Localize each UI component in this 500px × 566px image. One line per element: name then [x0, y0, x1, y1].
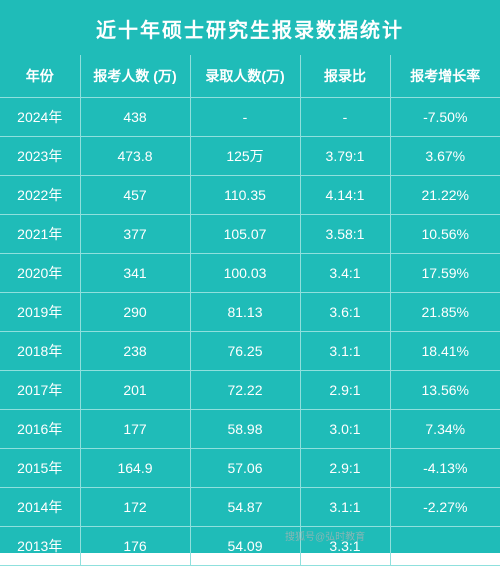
- cell-ratio: -: [300, 98, 390, 137]
- cell-applicants: 290: [80, 293, 190, 332]
- header-accepted: 录取人数(万): [190, 55, 300, 98]
- table-row: 2015年164.957.062.9:1-4.13%: [0, 449, 500, 488]
- cell-year: 2019年: [0, 293, 80, 332]
- cell-growth: -2.27%: [390, 488, 500, 527]
- table-row: 2017年20172.222.9:113.56%: [0, 371, 500, 410]
- table-row: 2016年17758.983.0:17.34%: [0, 410, 500, 449]
- cell-year: 2022年: [0, 176, 80, 215]
- cell-growth: -4.13%: [390, 449, 500, 488]
- cell-accepted: -: [190, 98, 300, 137]
- cell-growth: 3.67%: [390, 137, 500, 176]
- cell-accepted: 58.98: [190, 410, 300, 449]
- cell-year: 2018年: [0, 332, 80, 371]
- cell-ratio: 3.58:1: [300, 215, 390, 254]
- cell-year: 2013年: [0, 527, 80, 566]
- table-body: 2024年438---7.50%2023年473.8125万3.79:13.67…: [0, 98, 500, 566]
- cell-applicants: 377: [80, 215, 190, 254]
- cell-ratio: 4.14:1: [300, 176, 390, 215]
- cell-accepted: 54.87: [190, 488, 300, 527]
- cell-applicants: 164.9: [80, 449, 190, 488]
- cell-applicants: 238: [80, 332, 190, 371]
- table-row: 2024年438---7.50%: [0, 98, 500, 137]
- cell-accepted: 72.22: [190, 371, 300, 410]
- cell-ratio: 2.9:1: [300, 371, 390, 410]
- cell-ratio: 3.6:1: [300, 293, 390, 332]
- header-growth: 报考增长率: [390, 55, 500, 98]
- cell-accepted: 125万: [190, 137, 300, 176]
- cell-applicants: 438: [80, 98, 190, 137]
- cell-ratio: 2.9:1: [300, 449, 390, 488]
- cell-year: 2014年: [0, 488, 80, 527]
- cell-growth: 10.56%: [390, 215, 500, 254]
- cell-year: 2021年: [0, 215, 80, 254]
- cell-applicants: 201: [80, 371, 190, 410]
- stats-table: 年份 报考人数 (万) 录取人数(万) 报录比 报考增长率 2024年438--…: [0, 55, 500, 566]
- cell-accepted: 57.06: [190, 449, 300, 488]
- cell-year: 2017年: [0, 371, 80, 410]
- cell-ratio: 3.3:1: [300, 527, 390, 566]
- cell-ratio: 3.4:1: [300, 254, 390, 293]
- cell-growth: 21.85%: [390, 293, 500, 332]
- cell-applicants: 172: [80, 488, 190, 527]
- cell-applicants: 341: [80, 254, 190, 293]
- header-year: 年份: [0, 55, 80, 98]
- cell-growth: 13.56%: [390, 371, 500, 410]
- header-row: 年份 报考人数 (万) 录取人数(万) 报录比 报考增长率: [0, 55, 500, 98]
- table-header: 年份 报考人数 (万) 录取人数(万) 报录比 报考增长率: [0, 55, 500, 98]
- cell-accepted: 105.07: [190, 215, 300, 254]
- cell-year: 2023年: [0, 137, 80, 176]
- table-row: 2019年29081.133.6:121.85%: [0, 293, 500, 332]
- cell-accepted: 81.13: [190, 293, 300, 332]
- cell-ratio: 3.1:1: [300, 488, 390, 527]
- cell-growth: -7.50%: [390, 98, 500, 137]
- cell-accepted: 110.35: [190, 176, 300, 215]
- cell-growth: 18.41%: [390, 332, 500, 371]
- table-row: 2013年17654.093.3:1: [0, 527, 500, 566]
- stats-table-container: 近十年硕士研究生报录数据统计 年份 报考人数 (万) 录取人数(万) 报录比 报…: [0, 0, 500, 553]
- table-row: 2020年341100.033.4:117.59%: [0, 254, 500, 293]
- table-row: 2023年473.8125万3.79:13.67%: [0, 137, 500, 176]
- cell-applicants: 457: [80, 176, 190, 215]
- header-applicants: 报考人数 (万): [80, 55, 190, 98]
- cell-accepted: 100.03: [190, 254, 300, 293]
- cell-year: 2020年: [0, 254, 80, 293]
- cell-ratio: 3.0:1: [300, 410, 390, 449]
- cell-applicants: 176: [80, 527, 190, 566]
- cell-applicants: 177: [80, 410, 190, 449]
- table-row: 2022年457110.354.14:121.22%: [0, 176, 500, 215]
- cell-growth: [390, 527, 500, 566]
- cell-growth: 7.34%: [390, 410, 500, 449]
- cell-accepted: 54.09: [190, 527, 300, 566]
- cell-growth: 21.22%: [390, 176, 500, 215]
- table-row: 2018年23876.253.1:118.41%: [0, 332, 500, 371]
- cell-year: 2015年: [0, 449, 80, 488]
- cell-year: 2024年: [0, 98, 80, 137]
- table-row: 2021年377105.073.58:110.56%: [0, 215, 500, 254]
- header-ratio: 报录比: [300, 55, 390, 98]
- cell-ratio: 3.79:1: [300, 137, 390, 176]
- cell-applicants: 473.8: [80, 137, 190, 176]
- cell-accepted: 76.25: [190, 332, 300, 371]
- table-row: 2014年17254.873.1:1-2.27%: [0, 488, 500, 527]
- cell-growth: 17.59%: [390, 254, 500, 293]
- cell-year: 2016年: [0, 410, 80, 449]
- cell-ratio: 3.1:1: [300, 332, 390, 371]
- table-title: 近十年硕士研究生报录数据统计: [0, 0, 500, 55]
